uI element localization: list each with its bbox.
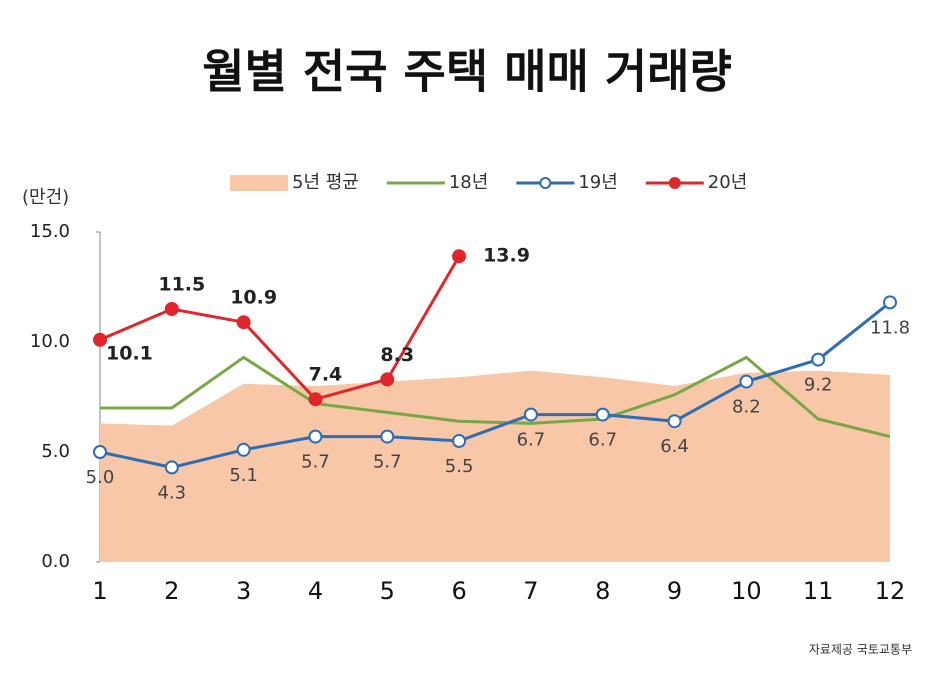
marker xyxy=(93,332,107,347)
x-tick-label: 5 xyxy=(380,577,395,605)
marker xyxy=(523,407,538,422)
data-label: 5.0 xyxy=(86,467,115,488)
data-label: 5.5 xyxy=(445,456,474,477)
data-label: 6.7 xyxy=(517,430,546,451)
x-tick-label: 6 xyxy=(451,577,466,605)
chart-title: 월별 전국 주택 매매 거래량 xyxy=(202,45,732,99)
line xyxy=(99,301,891,469)
marker xyxy=(236,442,251,457)
data-label: 10.9 xyxy=(230,287,277,309)
x-tick-label: 8 xyxy=(595,577,610,605)
y-tick-label: 15.0 xyxy=(30,221,70,242)
x-tick-label: 10 xyxy=(731,577,762,605)
marker xyxy=(595,407,610,422)
data-label: 8.2 xyxy=(732,397,761,418)
marker xyxy=(380,372,395,387)
x-tick-label: 7 xyxy=(523,577,538,605)
data-label: 5.7 xyxy=(373,452,402,473)
data-label: 11.5 xyxy=(158,274,205,296)
marker xyxy=(308,392,323,407)
legend-swatch xyxy=(230,175,288,191)
legend-label: 19년 xyxy=(578,172,617,193)
x-tick-label: 3 xyxy=(236,577,251,605)
marker xyxy=(452,249,467,264)
y-tick-label: 10.0 xyxy=(30,331,70,352)
x-tick-label: 9 xyxy=(667,577,682,605)
data-label: 6.7 xyxy=(588,430,617,451)
data-label: 11.8 xyxy=(870,317,910,338)
marker xyxy=(380,429,395,444)
marker xyxy=(811,352,826,367)
y-axis-label: (만건) xyxy=(22,187,69,208)
data-label: 9.2 xyxy=(804,375,833,396)
area xyxy=(100,370,890,562)
line xyxy=(99,255,461,401)
x-tick-label: 4 xyxy=(308,577,323,605)
legend-label: 5년 평균 xyxy=(292,172,359,193)
legend-label: 18년 xyxy=(449,172,488,193)
legend-label: 20년 xyxy=(708,172,747,193)
data-label: 6.4 xyxy=(660,436,689,457)
x-tick-label: 12 xyxy=(875,577,906,605)
data-label: 10.1 xyxy=(106,342,153,364)
legend-marker xyxy=(539,177,552,189)
marker xyxy=(452,434,467,448)
marker xyxy=(667,414,682,429)
x-tick-label: 2 xyxy=(164,577,179,605)
source: 자료제공 국토교통부 xyxy=(809,643,912,657)
marker xyxy=(883,295,897,310)
data-label: 8.3 xyxy=(380,344,414,366)
data-label: 13.9 xyxy=(483,245,530,267)
data-label: 5.1 xyxy=(229,465,258,486)
marker xyxy=(164,460,179,475)
marker xyxy=(236,315,251,330)
data-label: 5.7 xyxy=(301,452,330,473)
marker xyxy=(164,302,179,316)
x-tick-label: 11 xyxy=(803,577,834,605)
legend-marker xyxy=(668,177,681,189)
line xyxy=(100,355,891,439)
x-tick-label: 1 xyxy=(92,577,107,605)
marker xyxy=(308,429,323,444)
y-tick-label: 0.0 xyxy=(41,551,70,572)
data-label: 7.4 xyxy=(309,364,343,386)
marker xyxy=(739,374,754,389)
marker xyxy=(93,445,107,459)
data-label: 4.3 xyxy=(157,482,186,503)
y-tick-label: 5.0 xyxy=(41,441,70,462)
